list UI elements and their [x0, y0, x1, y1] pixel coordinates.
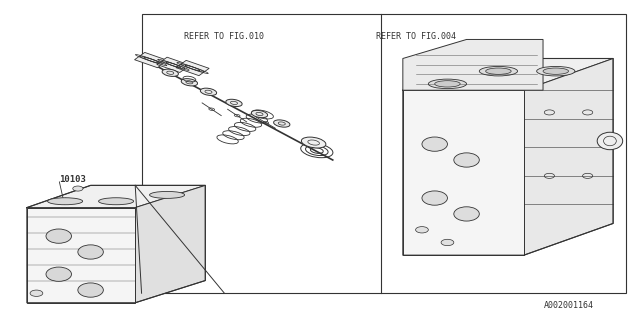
Text: 10103: 10103: [59, 174, 86, 184]
Bar: [157, 57, 190, 72]
Text: REFER TO FIG.004: REFER TO FIG.004: [376, 32, 456, 41]
Ellipse shape: [181, 79, 198, 86]
Text: REFER TO FIG.010: REFER TO FIG.010: [184, 32, 264, 41]
Ellipse shape: [78, 245, 103, 259]
Ellipse shape: [301, 137, 326, 148]
Ellipse shape: [99, 198, 134, 205]
Ellipse shape: [78, 283, 103, 297]
Ellipse shape: [200, 88, 217, 95]
Ellipse shape: [46, 267, 72, 281]
Circle shape: [30, 290, 43, 296]
Ellipse shape: [597, 132, 623, 150]
Ellipse shape: [537, 67, 575, 76]
Circle shape: [441, 239, 454, 246]
Ellipse shape: [435, 81, 460, 87]
Ellipse shape: [428, 79, 467, 89]
Ellipse shape: [486, 68, 511, 74]
Ellipse shape: [150, 191, 184, 198]
Bar: [176, 60, 209, 76]
Ellipse shape: [479, 67, 518, 76]
Ellipse shape: [422, 191, 447, 205]
Ellipse shape: [422, 137, 447, 151]
Ellipse shape: [252, 110, 268, 118]
Polygon shape: [135, 185, 205, 303]
Bar: [141, 14, 626, 293]
Ellipse shape: [226, 99, 242, 107]
Ellipse shape: [543, 68, 568, 74]
Ellipse shape: [46, 229, 72, 243]
Polygon shape: [27, 185, 205, 208]
Polygon shape: [403, 39, 543, 90]
Circle shape: [73, 186, 83, 191]
Ellipse shape: [454, 153, 479, 167]
Ellipse shape: [47, 198, 83, 205]
Ellipse shape: [162, 69, 179, 76]
Polygon shape: [403, 59, 613, 90]
Ellipse shape: [273, 120, 290, 127]
Polygon shape: [403, 90, 524, 255]
Bar: [134, 52, 168, 68]
Circle shape: [415, 227, 428, 233]
Polygon shape: [524, 59, 613, 255]
Text: A002001164: A002001164: [544, 301, 594, 310]
Ellipse shape: [454, 207, 479, 221]
Polygon shape: [27, 208, 135, 303]
